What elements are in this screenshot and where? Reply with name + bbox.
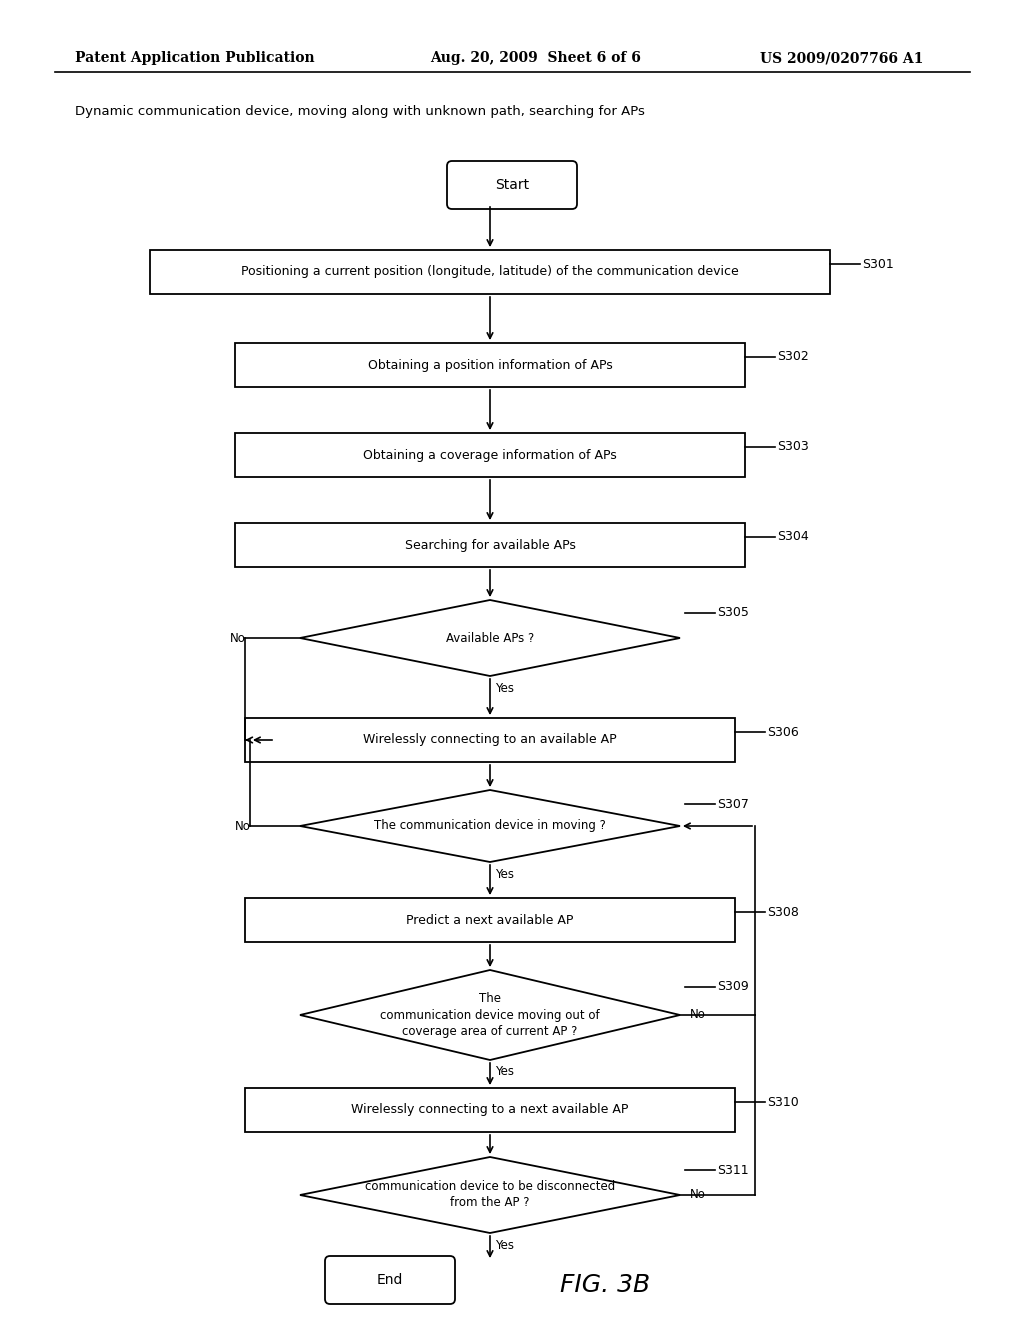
Text: S305: S305	[717, 606, 749, 619]
Polygon shape	[300, 601, 680, 676]
Text: S302: S302	[777, 351, 809, 363]
Polygon shape	[300, 1158, 680, 1233]
Text: Wirelessly connecting to a next available AP: Wirelessly connecting to a next availabl…	[351, 1104, 629, 1117]
Text: The communication device in moving ?: The communication device in moving ?	[374, 820, 606, 833]
Text: S304: S304	[777, 531, 809, 544]
Text: No: No	[690, 1188, 706, 1201]
FancyBboxPatch shape	[447, 161, 577, 209]
Text: Positioning a current position (longitude, latitude) of the communication device: Positioning a current position (longitud…	[241, 265, 739, 279]
Text: Yes: Yes	[495, 869, 514, 880]
Text: Searching for available APs: Searching for available APs	[404, 539, 575, 552]
Text: Dynamic communication device, moving along with unknown path, searching for APs: Dynamic communication device, moving alo…	[75, 106, 645, 117]
Text: Aug. 20, 2009  Sheet 6 of 6: Aug. 20, 2009 Sheet 6 of 6	[430, 51, 641, 65]
FancyBboxPatch shape	[245, 1088, 735, 1133]
Text: US 2009/0207766 A1: US 2009/0207766 A1	[760, 51, 924, 65]
Text: Obtaining a position information of APs: Obtaining a position information of APs	[368, 359, 612, 371]
FancyBboxPatch shape	[234, 523, 745, 568]
FancyBboxPatch shape	[325, 1257, 455, 1304]
Text: End: End	[377, 1272, 403, 1287]
Text: No: No	[230, 631, 246, 644]
FancyBboxPatch shape	[245, 898, 735, 942]
FancyBboxPatch shape	[245, 718, 735, 762]
Text: S306: S306	[767, 726, 799, 738]
FancyBboxPatch shape	[234, 433, 745, 477]
Text: Obtaining a coverage information of APs: Obtaining a coverage information of APs	[364, 449, 616, 462]
Text: FIG. 3B: FIG. 3B	[560, 1272, 650, 1298]
FancyBboxPatch shape	[234, 343, 745, 387]
Text: Yes: Yes	[495, 682, 514, 696]
Text: The
communication device moving out of
coverage area of current AP ?: The communication device moving out of c…	[380, 993, 600, 1038]
Text: communication device to be disconnected
from the AP ?: communication device to be disconnected …	[365, 1180, 615, 1209]
Text: Yes: Yes	[495, 1239, 514, 1251]
Text: S309: S309	[717, 981, 749, 994]
Text: S303: S303	[777, 441, 809, 454]
Text: S308: S308	[767, 906, 799, 919]
Polygon shape	[300, 789, 680, 862]
Text: Predict a next available AP: Predict a next available AP	[407, 913, 573, 927]
Text: Start: Start	[495, 178, 529, 191]
Polygon shape	[300, 970, 680, 1060]
Text: S311: S311	[717, 1163, 749, 1176]
Text: Available APs ?: Available APs ?	[445, 631, 535, 644]
FancyBboxPatch shape	[150, 249, 830, 294]
Text: Yes: Yes	[495, 1065, 514, 1078]
Text: No: No	[234, 820, 251, 833]
Text: S301: S301	[862, 257, 894, 271]
Text: S307: S307	[717, 797, 749, 810]
Text: S310: S310	[767, 1096, 799, 1109]
Text: Wirelessly connecting to an available AP: Wirelessly connecting to an available AP	[364, 734, 616, 747]
Text: No: No	[690, 1008, 706, 1022]
Text: Patent Application Publication: Patent Application Publication	[75, 51, 314, 65]
